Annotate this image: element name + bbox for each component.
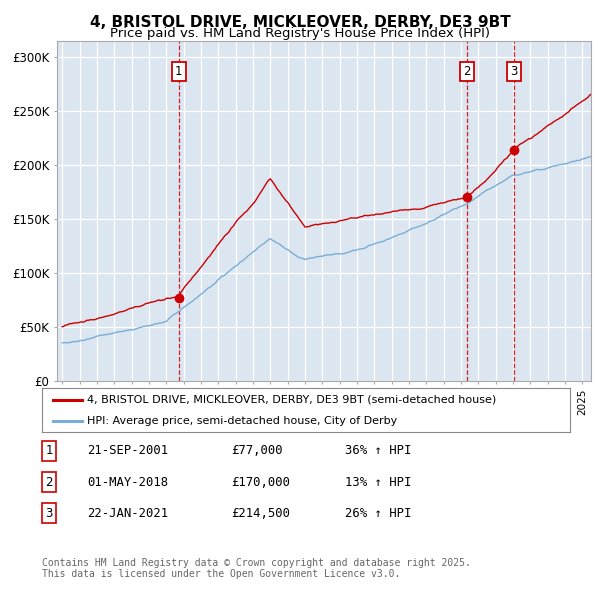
Text: Contains HM Land Registry data © Crown copyright and database right 2025.
This d: Contains HM Land Registry data © Crown c…: [42, 558, 471, 579]
Text: 1: 1: [46, 444, 53, 457]
Text: 3: 3: [511, 65, 518, 78]
Text: £170,000: £170,000: [231, 476, 290, 489]
Text: 21-SEP-2001: 21-SEP-2001: [87, 444, 168, 457]
Text: 13% ↑ HPI: 13% ↑ HPI: [345, 476, 412, 489]
Text: 36% ↑ HPI: 36% ↑ HPI: [345, 444, 412, 457]
Text: 4, BRISTOL DRIVE, MICKLEOVER, DERBY, DE3 9BT (semi-detached house): 4, BRISTOL DRIVE, MICKLEOVER, DERBY, DE3…: [87, 395, 496, 405]
Text: 4, BRISTOL DRIVE, MICKLEOVER, DERBY, DE3 9BT: 4, BRISTOL DRIVE, MICKLEOVER, DERBY, DE3…: [89, 15, 511, 30]
Text: 01-MAY-2018: 01-MAY-2018: [87, 476, 168, 489]
Text: HPI: Average price, semi-detached house, City of Derby: HPI: Average price, semi-detached house,…: [87, 416, 397, 426]
Text: Price paid vs. HM Land Registry's House Price Index (HPI): Price paid vs. HM Land Registry's House …: [110, 27, 490, 40]
Text: 1: 1: [175, 65, 182, 78]
Text: 3: 3: [46, 507, 53, 520]
Text: 2: 2: [46, 476, 53, 489]
Text: £214,500: £214,500: [231, 507, 290, 520]
Text: 22-JAN-2021: 22-JAN-2021: [87, 507, 168, 520]
Text: £77,000: £77,000: [231, 444, 283, 457]
Text: 2: 2: [463, 65, 470, 78]
Text: 26% ↑ HPI: 26% ↑ HPI: [345, 507, 412, 520]
